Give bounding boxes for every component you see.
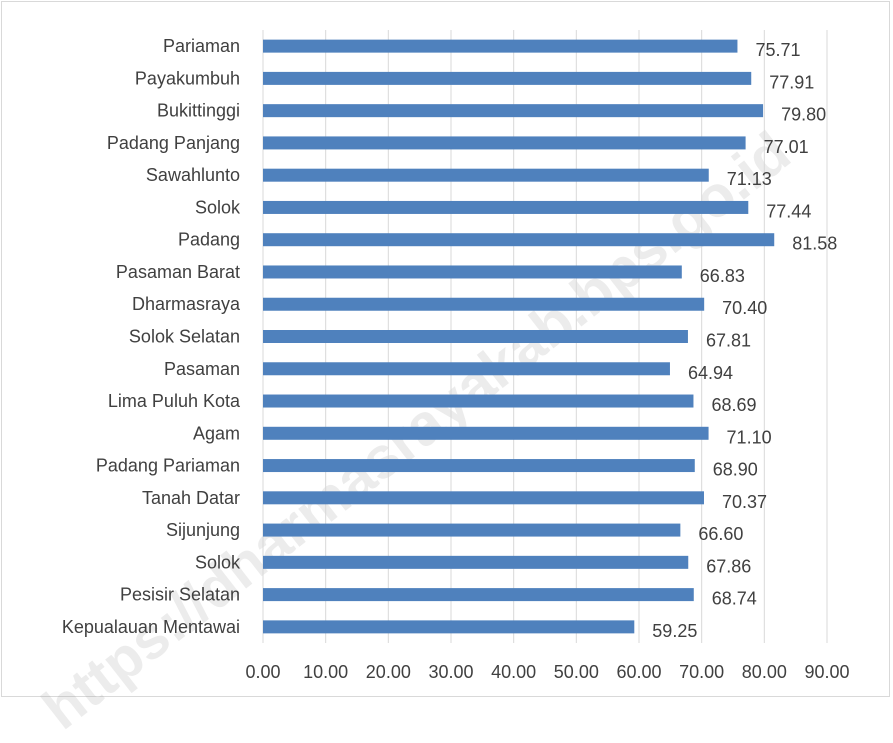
bar: [263, 233, 775, 247]
bar: [263, 362, 670, 376]
data-label: 70.37: [722, 492, 767, 512]
bar: [263, 71, 752, 85]
x-tick-label: 20.00: [366, 662, 411, 682]
bar: [263, 523, 681, 537]
data-label: 81.58: [792, 234, 837, 254]
x-tick-label: 60.00: [616, 662, 661, 682]
bar: [263, 555, 689, 569]
category-label: Padang Panjang: [107, 133, 240, 153]
data-label: 66.83: [700, 266, 745, 286]
category-label: Bukittinggi: [157, 101, 240, 121]
data-label: 67.86: [706, 556, 751, 576]
data-label: 59.25: [652, 621, 697, 641]
x-tick-label: 10.00: [303, 662, 348, 682]
bar: [263, 297, 705, 311]
bar: [263, 39, 738, 53]
data-label: 77.91: [769, 72, 814, 92]
data-label: 64.94: [688, 363, 733, 383]
data-label: 77.44: [766, 201, 811, 221]
bar: [263, 394, 694, 408]
data-label: 70.40: [722, 298, 767, 318]
bar: [263, 620, 635, 634]
category-label: Pasaman Barat: [116, 262, 240, 282]
category-label: Solok: [195, 197, 241, 217]
category-label: Padang: [178, 230, 240, 250]
category-label: Dharmasraya: [132, 294, 241, 314]
x-tick-label: 90.00: [804, 662, 849, 682]
bar: [263, 330, 688, 343]
category-label: Solok: [195, 552, 241, 572]
bar: [263, 136, 746, 150]
category-label: Tanah Datar: [142, 488, 240, 508]
bar: [263, 168, 709, 182]
data-label: 79.80: [781, 105, 826, 125]
x-tick-label: 40.00: [491, 662, 536, 682]
x-tick-label: 80.00: [742, 662, 787, 682]
bar: [263, 104, 764, 118]
bar: [263, 491, 704, 505]
bar: [263, 265, 682, 279]
category-label: Payakumbuh: [135, 68, 240, 88]
data-label: 68.90: [713, 460, 758, 480]
data-label: 77.01: [764, 137, 809, 157]
category-label: Lima Puluh Kota: [108, 391, 241, 411]
bar-chart: Pariaman 75.71 Payakumbuh 77.91 Bukittinggi 7…: [62, 30, 850, 682]
x-tick-label: 50.00: [554, 662, 599, 682]
data-label: 71.13: [727, 169, 772, 189]
category-label: Agam: [193, 423, 240, 443]
x-tick-label: 70.00: [679, 662, 724, 682]
data-label: 67.81: [706, 331, 751, 351]
bar: [263, 459, 695, 473]
bar: [263, 588, 694, 602]
data-label: 68.69: [711, 395, 756, 415]
category-label: Pesisir Selatan: [120, 585, 240, 605]
data-label: 68.74: [712, 589, 757, 609]
x-tick-label: 30.00: [428, 662, 473, 682]
category-label: Sawahlunto: [146, 165, 240, 185]
category-label: Pasaman: [164, 359, 240, 379]
category-label: Pariaman: [163, 36, 240, 56]
x-tick-label: 0.00: [245, 662, 280, 682]
category-label: Padang Pariaman: [96, 456, 240, 476]
bar: [263, 200, 749, 214]
category-label: Kepualauan Mentawai: [62, 617, 240, 637]
data-label: 71.10: [727, 427, 772, 447]
category-label: Sijunjung: [166, 520, 240, 540]
data-label: 66.60: [698, 524, 743, 544]
data-label: 75.71: [755, 40, 800, 60]
category-label: Solok Selatan: [129, 327, 240, 347]
bar: [263, 426, 709, 440]
